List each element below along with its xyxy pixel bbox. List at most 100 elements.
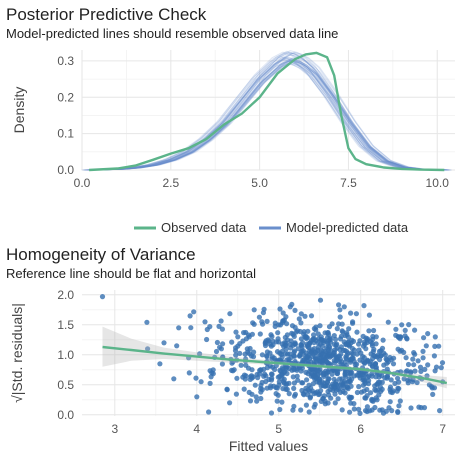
model-predicted-line	[81, 55, 437, 171]
scatter-point	[313, 324, 319, 330]
hov-x-tick-label: 3	[111, 422, 118, 436]
scatter-point	[404, 335, 410, 341]
scatter-point	[349, 394, 355, 400]
hov-title: Homogeneity of Variance	[6, 245, 196, 264]
scatter-point	[358, 370, 364, 376]
model-predicted-line	[88, 51, 444, 171]
scatter-point	[349, 355, 356, 361]
ppc-x-tick-label: 0.0	[74, 176, 91, 190]
scatter-point	[291, 403, 297, 409]
scatter-point	[318, 388, 324, 394]
scatter-point	[398, 369, 404, 375]
scatter-point	[194, 394, 200, 400]
scatter-point	[421, 335, 427, 341]
scatter-point	[229, 360, 235, 366]
scatter-point	[414, 379, 420, 386]
model-predicted-line	[87, 57, 444, 171]
scatter-point	[408, 405, 414, 411]
scatter-point	[376, 392, 382, 398]
scatter-point	[282, 342, 288, 348]
scatter-point	[186, 370, 192, 376]
scatter-point	[437, 408, 443, 414]
scatter-point	[298, 407, 304, 413]
scatter-point	[258, 395, 264, 402]
smooth-reference-line	[102, 345, 448, 385]
scatter-point	[310, 351, 316, 357]
scatter-point	[334, 326, 340, 332]
scatter-point	[264, 318, 270, 324]
scatter-point	[277, 306, 283, 312]
scatter-point	[246, 389, 252, 395]
model-predicted-line	[83, 51, 440, 171]
model-predicted-line	[91, 59, 448, 171]
scatter-point	[331, 333, 337, 339]
model-predicted-line	[89, 52, 446, 171]
scatter-point	[193, 375, 199, 381]
scatter-point	[267, 385, 274, 391]
scatter-point	[351, 406, 357, 412]
scatter-point	[227, 311, 233, 317]
scatter-point	[305, 387, 311, 393]
scatter-point	[418, 368, 424, 374]
scatter-point	[327, 354, 333, 360]
model-predicted-line	[92, 58, 448, 171]
scatter-point	[363, 395, 369, 401]
scatter-point	[354, 351, 360, 357]
scatter-point	[284, 364, 290, 370]
ppc-y-tick-label: 0.0	[57, 163, 74, 177]
observed-data-line	[89, 51, 445, 172]
scatter-point	[302, 313, 308, 319]
scatter-point	[403, 355, 409, 361]
scatter-point	[337, 307, 343, 313]
scatter-point	[317, 323, 323, 329]
scatter-point	[390, 388, 396, 394]
scatter-point	[325, 346, 331, 352]
scatter-point	[425, 331, 431, 337]
scatter-point	[318, 398, 324, 404]
scatter-point	[176, 325, 182, 331]
scatter-point	[388, 377, 394, 383]
model-predicted-line	[94, 52, 451, 171]
scatter-point	[368, 351, 374, 357]
hov-x-axis-label: Fitted values	[229, 438, 308, 454]
scatter-point	[416, 404, 422, 410]
scatter-point	[335, 396, 341, 402]
scatter-point	[298, 320, 304, 326]
scatter-point	[311, 404, 317, 410]
scatter-point	[395, 409, 401, 415]
scatter-point	[363, 346, 369, 352]
scatter-point	[431, 385, 438, 391]
scatter-point	[233, 329, 239, 335]
scatter-point	[336, 353, 342, 359]
model-predicted-line	[83, 59, 439, 171]
scatter-point	[322, 398, 328, 404]
scatter-point	[395, 375, 401, 381]
scatter-point	[321, 355, 328, 361]
scatter-point	[292, 307, 298, 313]
scatter-point	[277, 406, 283, 413]
hov-x-tick-label: 6	[357, 422, 364, 436]
scatter-point	[372, 361, 379, 367]
smooth-confidence-band	[102, 326, 447, 389]
scatter-point	[412, 351, 418, 357]
scatter-point	[276, 322, 282, 328]
scatter-point	[234, 375, 240, 381]
scatter-point	[342, 333, 348, 339]
scatter-point	[274, 398, 280, 404]
scatter-point	[284, 332, 290, 338]
scatter-point	[305, 328, 311, 334]
scatter-point	[404, 368, 410, 374]
scatter-point	[145, 346, 151, 352]
scatter-point	[171, 376, 177, 382]
legend-observed-label: Observed data	[161, 220, 247, 235]
scatter-point	[202, 319, 208, 325]
scatter-point	[304, 377, 310, 383]
hov-x-tick-label: 4	[193, 422, 200, 436]
scatter-point	[315, 373, 321, 379]
scatter-point	[345, 379, 351, 385]
scatter-point	[283, 382, 289, 388]
scatter-point	[249, 331, 255, 337]
scatter-point	[384, 366, 390, 372]
scatter-point	[247, 345, 253, 352]
ppc-y-tick-label: 0.3	[57, 54, 74, 68]
